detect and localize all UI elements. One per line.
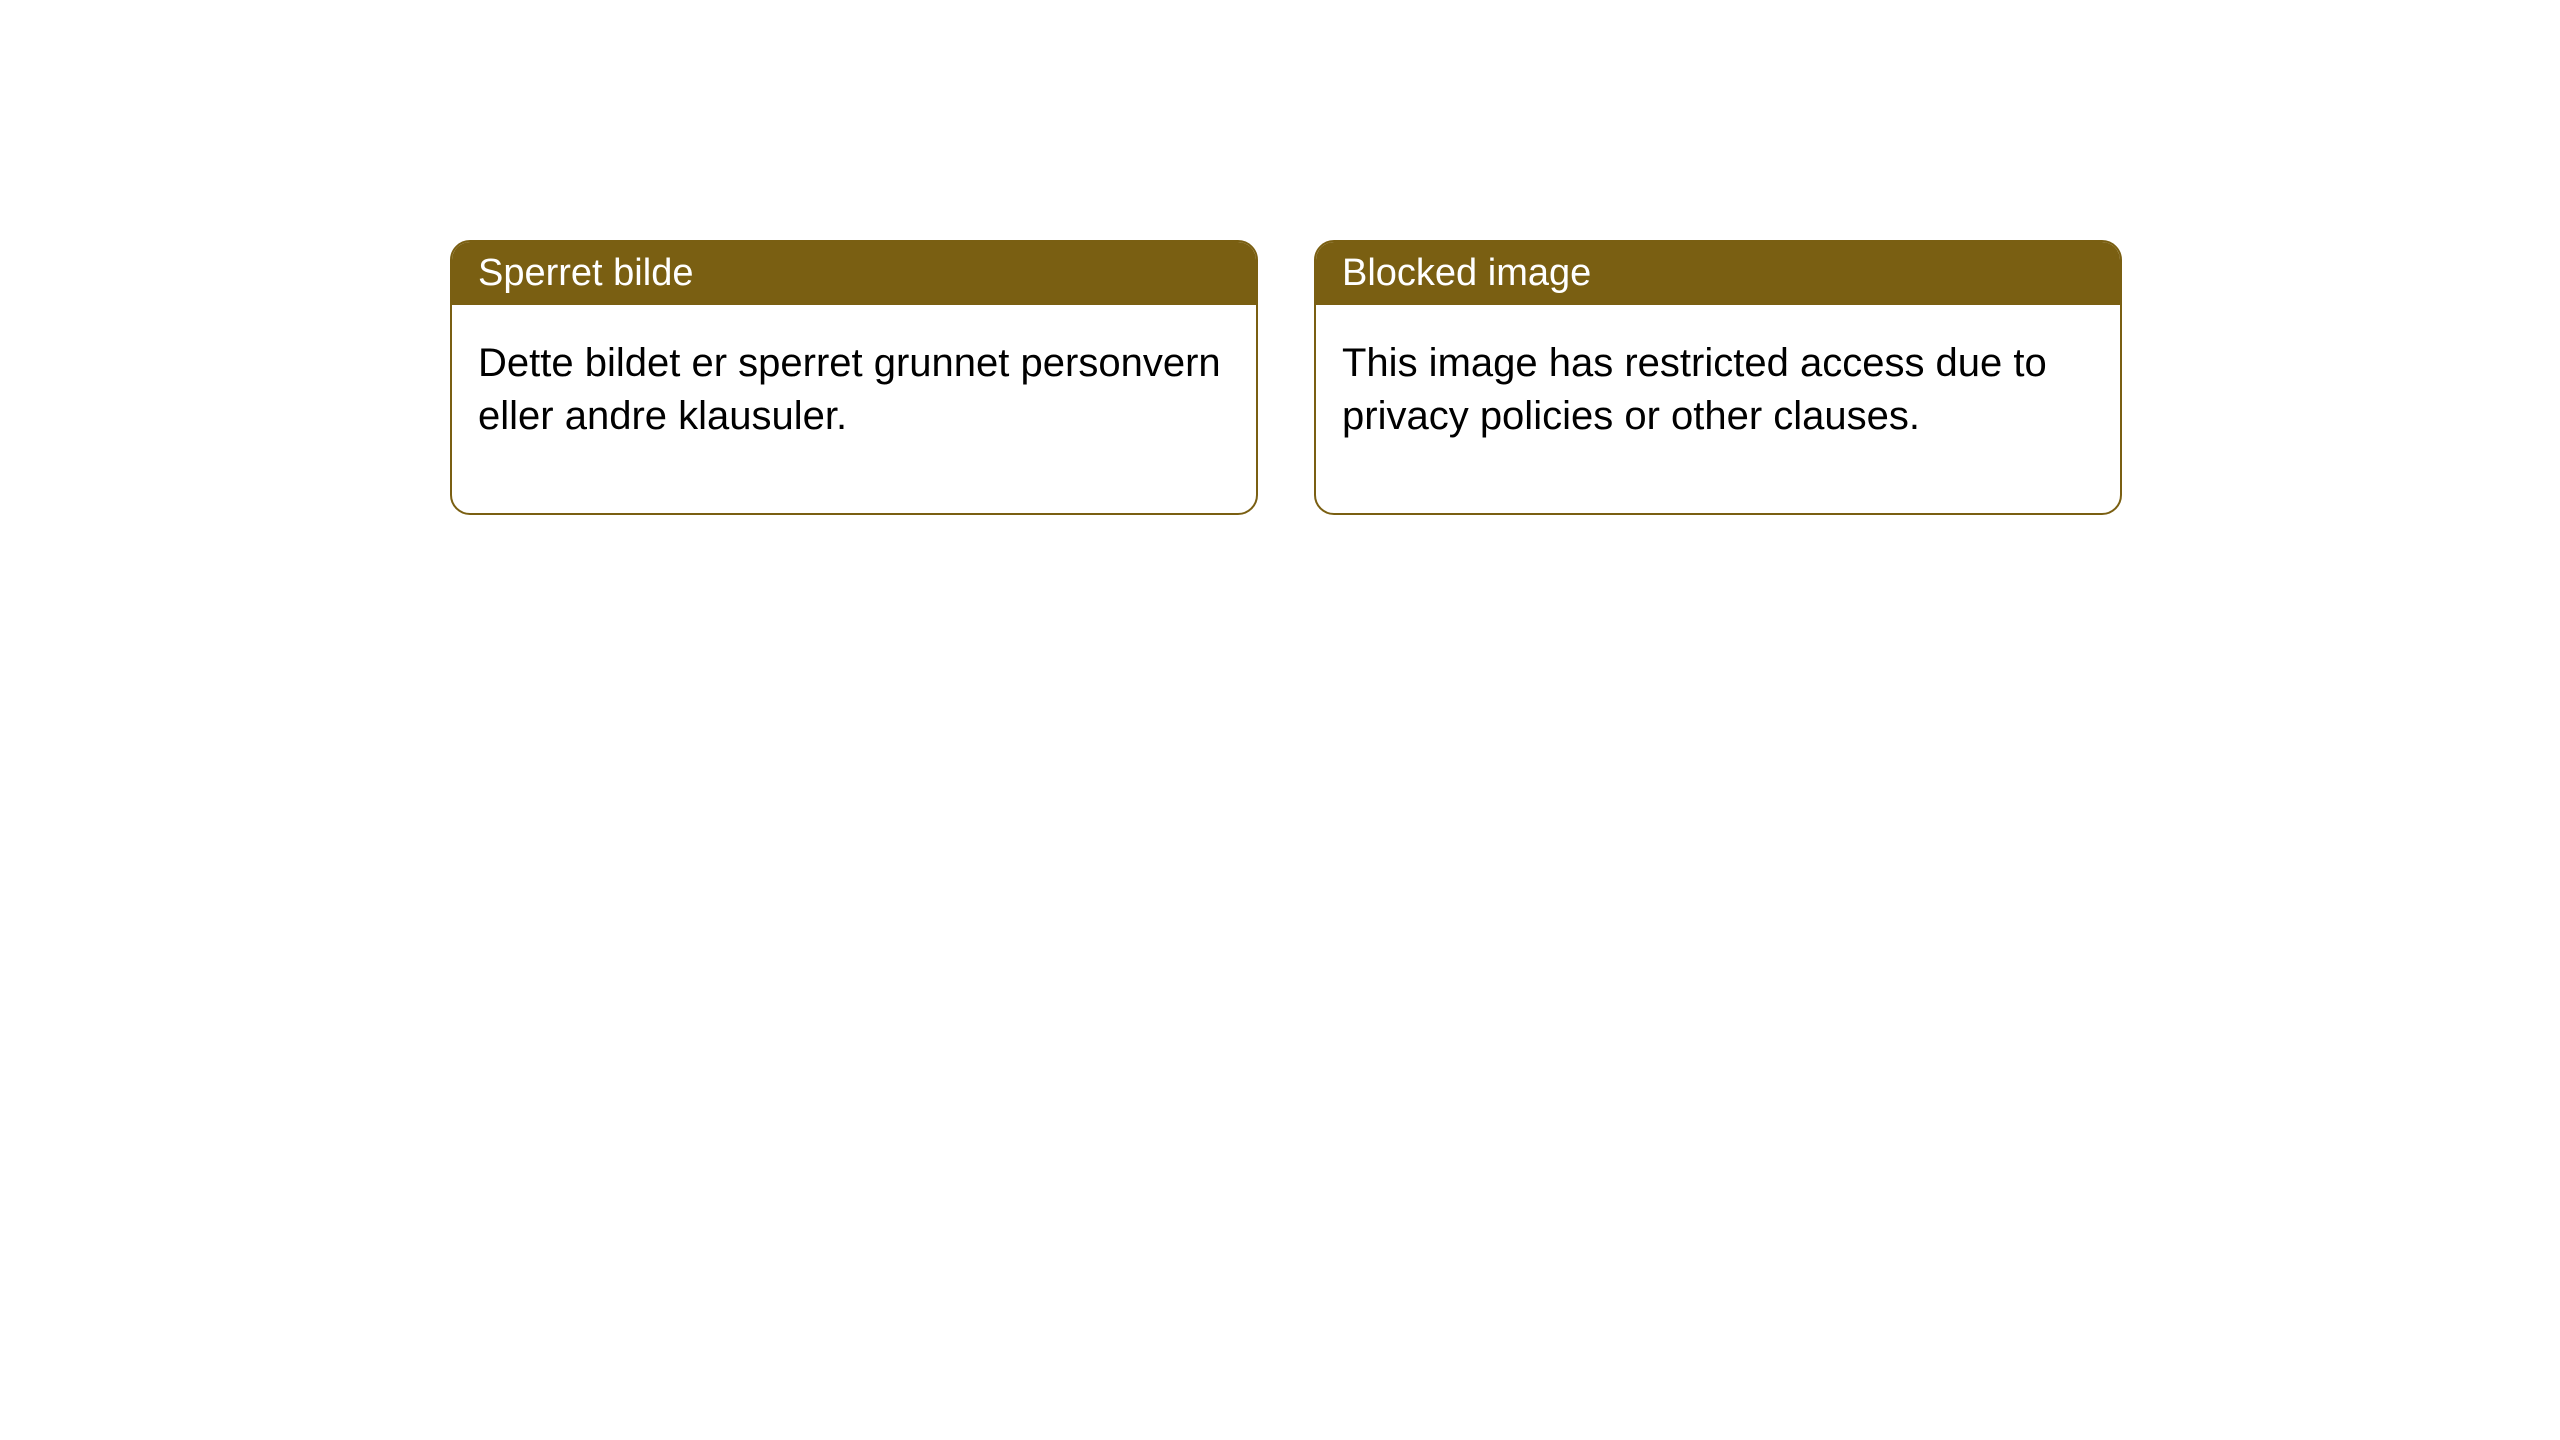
card-header: Blocked image	[1316, 242, 2120, 305]
card-body: This image has restricted access due to …	[1316, 305, 2120, 513]
card-title: Sperret bilde	[478, 252, 693, 294]
card-body-text: This image has restricted access due to …	[1342, 341, 2047, 438]
card-body-text: Dette bildet er sperret grunnet personve…	[478, 341, 1221, 438]
card-body: Dette bildet er sperret grunnet personve…	[452, 305, 1256, 513]
card-title: Blocked image	[1342, 252, 1591, 294]
notice-card-norwegian: Sperret bilde Dette bildet er sperret gr…	[450, 240, 1258, 515]
card-header: Sperret bilde	[452, 242, 1256, 305]
notice-card-english: Blocked image This image has restricted …	[1314, 240, 2122, 515]
notice-cards-container: Sperret bilde Dette bildet er sperret gr…	[450, 240, 2122, 515]
